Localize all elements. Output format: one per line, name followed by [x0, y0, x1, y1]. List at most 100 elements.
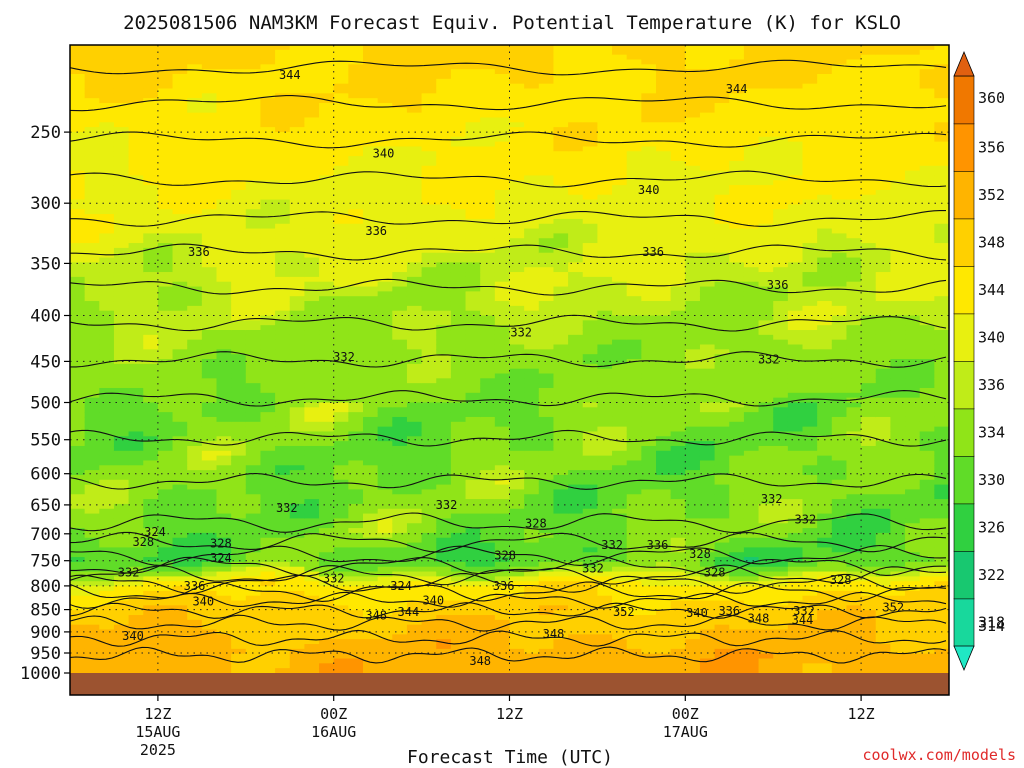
field-cell — [113, 349, 130, 355]
field-cell — [582, 407, 598, 413]
field-cell — [509, 528, 525, 534]
field-cell — [524, 330, 540, 336]
field-cell — [363, 421, 379, 428]
field-cell — [70, 557, 86, 563]
field-cell — [216, 257, 232, 263]
field-cell — [99, 629, 115, 635]
field-cell — [553, 185, 569, 191]
field-cell — [363, 542, 379, 548]
field-cell — [494, 624, 511, 631]
field-cell — [99, 581, 115, 587]
field-cell — [172, 315, 188, 321]
field-cell — [187, 334, 203, 341]
field-cell — [597, 426, 613, 433]
field-cell — [113, 54, 130, 61]
field-cell — [568, 590, 584, 597]
field-cell — [524, 170, 540, 177]
field-cell — [582, 566, 598, 573]
field-cell — [348, 465, 364, 471]
field-cell — [553, 383, 569, 389]
field-cell — [289, 243, 305, 249]
field-cell — [363, 528, 379, 534]
field-cell — [70, 648, 86, 655]
field-cell — [187, 431, 203, 437]
field-cell — [465, 170, 481, 177]
field-cell — [113, 247, 130, 254]
field-cell — [231, 436, 247, 442]
field-cell — [363, 88, 379, 94]
field-cell — [363, 426, 379, 433]
field-cell — [333, 349, 349, 355]
field-cell — [582, 436, 598, 442]
field-cell — [84, 233, 100, 239]
field-cell — [538, 286, 555, 292]
field-cell — [553, 334, 569, 341]
field-cell — [597, 310, 613, 317]
field-cell — [113, 78, 130, 85]
field-cell — [84, 349, 100, 355]
field-cell — [319, 561, 335, 568]
field-cell — [421, 286, 437, 292]
field-cell — [245, 267, 262, 273]
field-cell — [70, 503, 86, 510]
field-cell — [509, 83, 525, 90]
field-cell — [406, 262, 423, 268]
field-cell — [99, 557, 115, 563]
field-cell — [172, 247, 188, 254]
field-cell — [421, 334, 437, 341]
field-cell — [113, 160, 130, 167]
field-cell — [99, 180, 115, 186]
field-cell — [99, 243, 115, 249]
field-cell — [612, 590, 628, 597]
field-cell — [626, 93, 642, 99]
field-cell — [172, 387, 188, 394]
field-cell — [128, 276, 144, 283]
field-cell — [245, 291, 262, 297]
field-cell — [304, 436, 320, 442]
field-cell — [245, 194, 262, 201]
field-cell — [172, 537, 188, 544]
field-cell — [582, 416, 598, 423]
field-cell — [275, 552, 291, 558]
field-cell — [289, 122, 305, 128]
field-cell — [568, 508, 584, 515]
field-cell — [201, 330, 218, 336]
field-cell — [480, 112, 496, 119]
field-cell — [553, 518, 569, 524]
field-cell — [245, 470, 262, 476]
field-cell — [568, 571, 584, 577]
field-cell — [172, 349, 188, 355]
field-cell — [231, 455, 247, 462]
field-cell — [128, 112, 144, 119]
field-cell — [260, 112, 276, 119]
field-cell — [187, 54, 203, 61]
field-cell — [70, 73, 86, 80]
field-cell — [597, 272, 613, 278]
field-cell — [187, 252, 203, 259]
field-cell — [612, 532, 628, 539]
field-cell — [99, 141, 115, 148]
field-cell — [363, 455, 379, 462]
field-cell — [113, 209, 130, 215]
field-cell — [509, 214, 525, 220]
field-cell — [113, 98, 130, 104]
field-cell — [597, 276, 613, 283]
field-cell — [348, 397, 364, 404]
field-cell — [157, 281, 174, 288]
field-cell — [128, 663, 144, 669]
field-cell — [612, 209, 628, 215]
field-cell — [363, 102, 379, 109]
field-cell — [216, 59, 232, 65]
field-cell — [450, 243, 467, 249]
field-cell — [113, 73, 130, 80]
field-cell — [377, 489, 393, 495]
field-cell — [626, 122, 642, 128]
field-cell — [260, 547, 276, 553]
field-cell — [275, 127, 291, 133]
field-cell — [84, 658, 100, 664]
field-cell — [626, 272, 642, 278]
field-cell — [289, 257, 305, 263]
field-cell — [245, 107, 262, 114]
field-cell — [612, 315, 628, 321]
field-cell — [377, 199, 393, 206]
